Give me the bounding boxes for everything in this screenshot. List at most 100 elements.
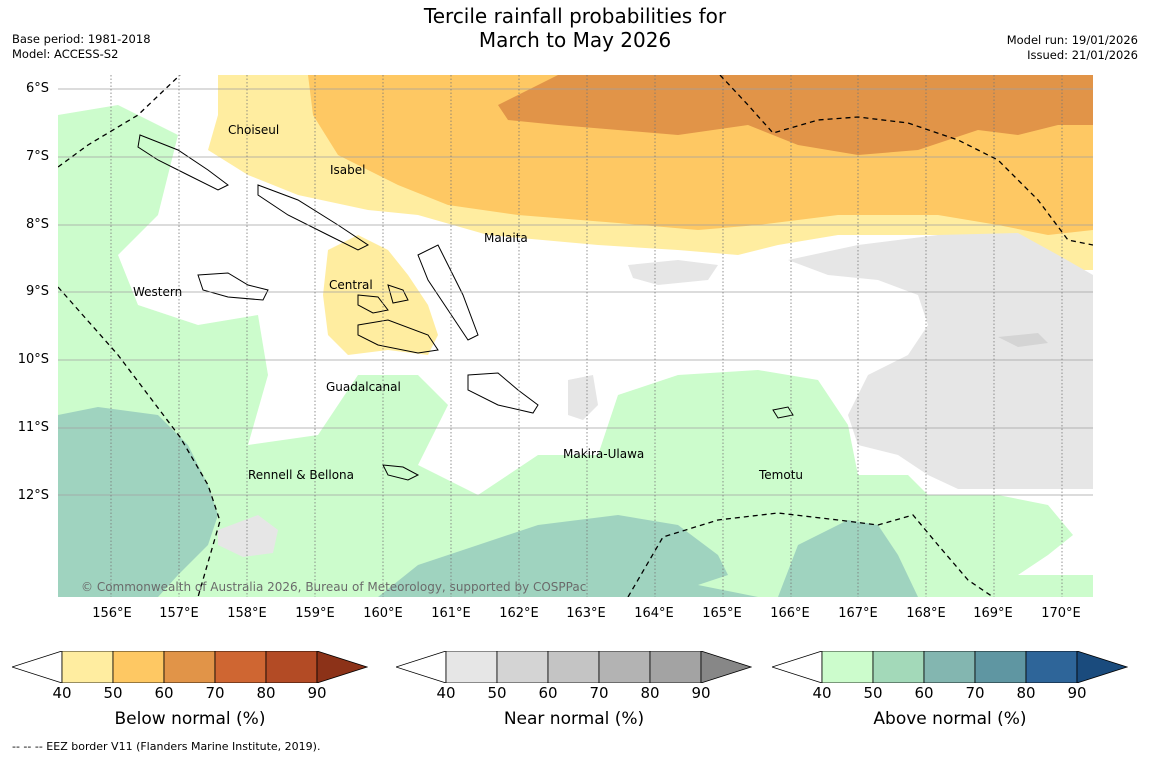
colorbar-tick: 50 [487, 684, 507, 702]
colorbar-tick: 70 [205, 684, 225, 702]
above-normal-teal-se [778, 520, 918, 597]
colorbar-segment [649, 650, 702, 684]
place-western: Western [133, 285, 183, 299]
issued-date: Issued: 21/01/2026 [1027, 48, 1138, 62]
colorbar-segment [1076, 650, 1129, 684]
place-rennell-bellona: Rennell & Bellona [248, 468, 355, 482]
colorbar-segment [974, 650, 1027, 684]
colorbar-segment [821, 650, 874, 684]
colorbar-segment [112, 650, 165, 684]
colorbar-tick: 90 [691, 684, 711, 702]
colorbar-segment [61, 650, 114, 684]
colorbar-tick: 40 [52, 684, 72, 702]
colorbar-tick: 70 [589, 684, 609, 702]
colorbar-tick: 50 [863, 684, 883, 702]
map-svg [58, 75, 1093, 597]
place-makira-ulawa: Makira-Ulawa [563, 447, 645, 461]
near-normal-patch-1 [628, 260, 718, 285]
place-malaita: Malaita [484, 231, 528, 245]
colorbar-segment [316, 650, 369, 684]
map-title-line2: March to May 2026 [478, 28, 672, 52]
colorbar-segment [598, 650, 651, 684]
colorbar-segment [700, 650, 753, 684]
colorbar-tick: 50 [103, 684, 123, 702]
lon-label: 156°E [92, 606, 132, 621]
place-isabel: Isabel [330, 163, 366, 177]
lon-label: 163°E [566, 606, 606, 621]
base-period: Base period: 1981-2018 [12, 32, 151, 46]
lon-label: 160°E [363, 606, 403, 621]
lat-label: 6°S [25, 81, 49, 96]
lon-label: 168°E [906, 606, 946, 621]
colorbar-segment [496, 650, 549, 684]
colorbar-tick: 40 [436, 684, 456, 702]
lat-gridlines [58, 88, 1093, 496]
lon-label: 164°E [634, 606, 674, 621]
colorbar-tick: 80 [640, 684, 660, 702]
above-normal-teal-sw [58, 407, 218, 597]
lon-label: 166°E [770, 606, 810, 621]
lon-label: 169°E [973, 606, 1013, 621]
colorbar-segment [163, 650, 216, 684]
forecast-map: Choiseul Isabel Malaita Western Central … [58, 75, 1093, 597]
lat-label: 9°S [25, 284, 49, 299]
colorbar-segment [1025, 650, 1078, 684]
lon-label: 165°E [702, 606, 742, 621]
lon-label: 162°E [499, 606, 539, 621]
colorbar-segment [547, 650, 600, 684]
eez-footnote: -- -- -- EEZ border V11 (Flanders Marine… [12, 740, 321, 753]
above-normal-teal-south [378, 515, 758, 597]
near-normal-patch-2 [568, 375, 598, 420]
lat-label: 10°S [17, 352, 49, 367]
islands [137, 134, 794, 481]
colorbar-title-near: Near normal (%) [503, 709, 645, 729]
colorbar-tick: 70 [965, 684, 985, 702]
colorbar-below-normal [10, 650, 369, 684]
colorbar-segment [445, 650, 498, 684]
colorbar-segment [265, 650, 318, 684]
lat-label: 11°S [17, 420, 49, 435]
colorbar-tick: 60 [154, 684, 174, 702]
colorbar-tick: 40 [812, 684, 832, 702]
colorbar-tick: 80 [256, 684, 276, 702]
place-choiseul: Choiseul [228, 123, 280, 137]
colorbar-segment [872, 650, 925, 684]
lat-label: 8°S [25, 217, 49, 232]
colorbar-near-normal [394, 650, 753, 684]
lon-gridlines [110, 75, 1063, 597]
colorbar-tick: 80 [1016, 684, 1036, 702]
colorbar-title-below: Below normal (%) [114, 709, 266, 729]
colorbar-above-normal [770, 650, 1129, 684]
near-normal-east [788, 233, 1093, 489]
place-temotu: Temotu [759, 468, 804, 482]
model-name: Model: ACCESS-S2 [12, 47, 119, 61]
colorbar-segment [214, 650, 267, 684]
place-central: Central [329, 278, 373, 292]
lon-label: 159°E [295, 606, 335, 621]
above-normal-zone-west [58, 105, 1093, 597]
colorbar-near-svg [394, 650, 753, 684]
copyright-notice: © Commonwealth of Australia 2026, Bureau… [81, 580, 587, 594]
lon-label: 170°E [1041, 606, 1081, 621]
lon-label: 161°E [431, 606, 471, 621]
lon-label: 157°E [159, 606, 199, 621]
lat-label: 12°S [17, 488, 49, 503]
place-guadalcanal: Guadalcanal [326, 380, 401, 394]
lon-label: 158°E [227, 606, 267, 621]
colorbar-above-svg [770, 650, 1129, 684]
below-normal-light-central [323, 235, 438, 355]
colorbar-tick: 60 [538, 684, 558, 702]
colorbar-title-above: Above normal (%) [873, 709, 1027, 729]
model-run: Model run: 19/01/2026 [1006, 33, 1138, 47]
colorbar-tick: 90 [1067, 684, 1087, 702]
lat-label: 7°S [25, 149, 49, 164]
colorbar-tick: 60 [914, 684, 934, 702]
colorbar-segment [10, 650, 63, 684]
near-normal-dark-patch [998, 333, 1048, 347]
lon-label: 167°E [838, 606, 878, 621]
colorbar-below-svg [10, 650, 369, 684]
colorbar-segment [394, 650, 447, 684]
colorbar-segment [923, 650, 976, 684]
near-normal-patch-3 [218, 515, 278, 557]
colorbar-tick: 90 [307, 684, 327, 702]
